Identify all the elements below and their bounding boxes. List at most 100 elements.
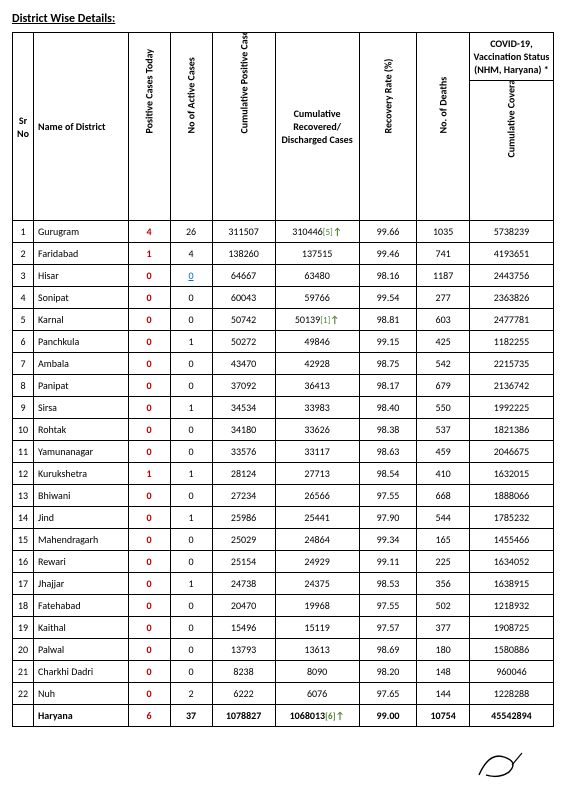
cell-rate: 98.17 <box>359 375 417 397</box>
cell-deaths: 542 <box>417 353 470 375</box>
cell-name: Nuh <box>34 683 129 705</box>
table-row: 18Fatehabad00204701996897.555021218932 <box>13 595 554 617</box>
table-row: 2Faridabad1413826013751599.467414193651 <box>13 243 554 265</box>
header-active: No of Active Cases <box>170 33 212 221</box>
cell-sr: 15 <box>13 529 34 551</box>
cell-sr: 4 <box>13 287 34 309</box>
total-vacc: 45542894 <box>469 705 553 727</box>
cell-rec: 49846 <box>275 331 359 353</box>
cell-name: Charkhi Dadri <box>34 661 129 683</box>
total-name: Haryana <box>34 705 129 727</box>
cell-name: Sonipat <box>34 287 129 309</box>
cell-name: Panchkula <box>34 331 129 353</box>
cell-deaths: 459 <box>417 441 470 463</box>
cell-today: 0 <box>128 529 170 551</box>
cell-cum: 28124 <box>212 463 275 485</box>
cell-today: 0 <box>128 485 170 507</box>
cell-active: 0 <box>170 551 212 573</box>
cell-deaths: 679 <box>417 375 470 397</box>
cell-sr: 18 <box>13 595 34 617</box>
cell-rate: 97.57 <box>359 617 417 639</box>
cell-rec: 15119 <box>275 617 359 639</box>
cell-deaths: 277 <box>417 287 470 309</box>
cell-vacc: 1182255 <box>469 331 553 353</box>
cell-name: Faridabad <box>34 243 129 265</box>
cell-sr: 3 <box>13 265 34 287</box>
cell-vacc: 1908725 <box>469 617 553 639</box>
cell-today: 0 <box>128 287 170 309</box>
cell-cum: 6222 <box>212 683 275 705</box>
cell-rate: 99.11 <box>359 551 417 573</box>
cell-cum: 33576 <box>212 441 275 463</box>
cell-sr: 5 <box>13 309 34 331</box>
header-super: COVID-19, Vaccination Status (NHM, Harya… <box>469 33 553 81</box>
cell-vacc: 1228288 <box>469 683 553 705</box>
cell-today: 0 <box>128 309 170 331</box>
cell-cum: 25986 <box>212 507 275 529</box>
cell-today: 0 <box>128 331 170 353</box>
table-row: 1Gurugram426311507310446[5]↑99.661035573… <box>13 221 554 243</box>
cell-cum: 34180 <box>212 419 275 441</box>
cell-name: Jhajjar <box>34 573 129 595</box>
cell-deaths: 377 <box>417 617 470 639</box>
cell-rate: 98.53 <box>359 573 417 595</box>
cell-sr: 12 <box>13 463 34 485</box>
cell-name: Panipat <box>34 375 129 397</box>
cell-deaths: 502 <box>417 595 470 617</box>
cell-rec: 24929 <box>275 551 359 573</box>
cell-rec: 36413 <box>275 375 359 397</box>
table-row: 4Sonipat00600435976699.542772363826 <box>13 287 554 309</box>
cell-vacc: 1218932 <box>469 595 553 617</box>
cell-today: 0 <box>128 507 170 529</box>
cell-vacc: 1634052 <box>469 551 553 573</box>
cell-today: 0 <box>128 441 170 463</box>
cell-active: 1 <box>170 331 212 353</box>
cell-rec: 33626 <box>275 419 359 441</box>
cell-vacc: 2046675 <box>469 441 553 463</box>
cell-active: 0 <box>170 419 212 441</box>
cell-rec: 63480 <box>275 265 359 287</box>
cell-deaths: 144 <box>417 683 470 705</box>
cell-today: 0 <box>128 265 170 287</box>
table-row: 3Hisar00646676348098.1611872443756 <box>13 265 554 287</box>
table-row: 5Karnal005074250139[1]↑98.816032477781 <box>13 309 554 331</box>
table-row: 13Bhiwani00272342656697.556681888066 <box>13 485 554 507</box>
cell-active: 4 <box>170 243 212 265</box>
cell-cum: 50742 <box>212 309 275 331</box>
cell-rec: 25441 <box>275 507 359 529</box>
cell-name: Hisar <box>34 265 129 287</box>
total-rec: 1068013[6]↑ <box>275 705 359 727</box>
table-row: 9Sirsa01345343398398.405501992225 <box>13 397 554 419</box>
cell-cum: 24738 <box>212 573 275 595</box>
cell-active: 0 <box>170 661 212 683</box>
cell-active: 1 <box>170 507 212 529</box>
cell-deaths: 225 <box>417 551 470 573</box>
table-row: 20Palwal00137931361398.691801580886 <box>13 639 554 661</box>
cell-vacc: 1785232 <box>469 507 553 529</box>
table-row: 15Mahendragarh00250292486499.34165145546… <box>13 529 554 551</box>
cell-rate: 98.40 <box>359 397 417 419</box>
cell-rec: 27713 <box>275 463 359 485</box>
cell-rec: 8090 <box>275 661 359 683</box>
cell-deaths: 425 <box>417 331 470 353</box>
cell-rate: 98.63 <box>359 441 417 463</box>
cell-today: 0 <box>128 551 170 573</box>
cell-active: 2 <box>170 683 212 705</box>
cell-rate: 99.15 <box>359 331 417 353</box>
cell-active: 0 <box>170 441 212 463</box>
cell-deaths: 741 <box>417 243 470 265</box>
cell-cum: 20470 <box>212 595 275 617</box>
cell-rate: 99.34 <box>359 529 417 551</box>
cell-deaths: 668 <box>417 485 470 507</box>
table-row: 6Panchkula01502724984699.154251182255 <box>13 331 554 353</box>
cell-active: 0 <box>170 617 212 639</box>
cell-vacc: 1638915 <box>469 573 553 595</box>
cell-name: Fatehabad <box>34 595 129 617</box>
cell-rec: 19968 <box>275 595 359 617</box>
cell-today: 0 <box>128 595 170 617</box>
header-sr: Sr No <box>13 33 34 221</box>
cell-rate: 99.46 <box>359 243 417 265</box>
cell-sr: 11 <box>13 441 34 463</box>
signature <box>12 727 554 798</box>
cell-vacc: 1580886 <box>469 639 553 661</box>
